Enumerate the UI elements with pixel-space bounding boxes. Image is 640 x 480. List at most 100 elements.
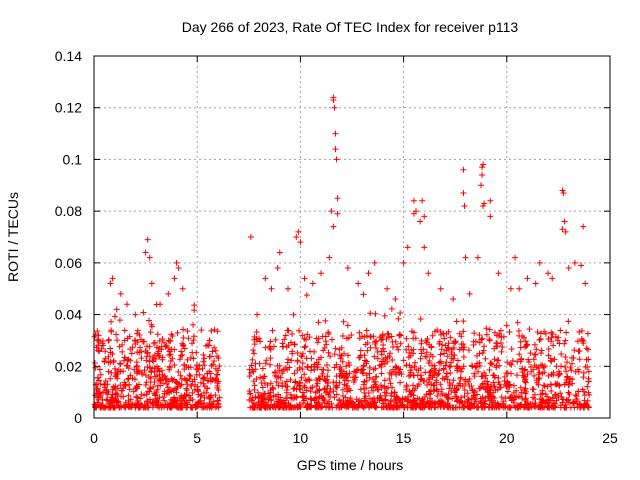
data-point xyxy=(286,364,293,371)
data-point xyxy=(122,381,129,388)
data-point xyxy=(523,342,530,349)
data-point xyxy=(511,402,518,409)
data-point xyxy=(295,228,302,235)
data-point xyxy=(181,345,188,352)
data-point xyxy=(548,382,555,389)
data-point xyxy=(311,363,318,370)
data-point xyxy=(191,333,198,340)
data-point xyxy=(507,404,514,411)
data-point xyxy=(524,341,531,348)
data-point xyxy=(178,376,185,383)
data-point xyxy=(494,340,501,347)
data-point xyxy=(283,404,290,411)
data-point xyxy=(531,351,538,358)
data-point xyxy=(464,398,471,405)
data-point xyxy=(190,321,197,328)
data-point xyxy=(550,369,557,376)
data-point xyxy=(311,348,318,355)
data-point xyxy=(426,357,433,364)
data-point xyxy=(369,398,376,405)
data-point xyxy=(333,156,340,163)
data-point xyxy=(259,365,266,372)
data-point xyxy=(180,334,187,341)
data-point xyxy=(133,384,140,391)
data-point xyxy=(483,325,490,332)
data-point xyxy=(392,296,399,303)
data-point xyxy=(134,397,141,404)
data-point xyxy=(553,397,560,404)
data-point xyxy=(557,390,564,397)
data-point xyxy=(137,344,144,351)
data-point xyxy=(461,393,468,400)
data-point xyxy=(565,318,572,325)
data-point xyxy=(367,344,374,351)
data-point xyxy=(366,364,373,371)
data-point xyxy=(394,394,401,401)
data-point xyxy=(410,392,417,399)
data-point xyxy=(173,386,180,393)
y-tick-label: 0 xyxy=(74,410,82,426)
data-point xyxy=(256,393,263,400)
data-point xyxy=(324,382,331,389)
data-point xyxy=(315,399,322,406)
data-point xyxy=(207,378,214,385)
data-point xyxy=(503,322,510,329)
data-point xyxy=(304,363,311,370)
data-point xyxy=(142,249,149,256)
data-point xyxy=(472,364,479,371)
data-point xyxy=(536,375,543,382)
data-point xyxy=(282,382,289,389)
data-point xyxy=(530,366,537,373)
data-point xyxy=(166,352,173,359)
data-point xyxy=(495,374,502,381)
data-point xyxy=(460,190,467,197)
data-point xyxy=(500,398,507,405)
data-point xyxy=(357,354,364,361)
data-point xyxy=(118,393,125,400)
data-point xyxy=(585,368,592,375)
data-point xyxy=(94,401,101,408)
data-point xyxy=(495,357,502,364)
data-point xyxy=(372,339,379,346)
data-point xyxy=(343,374,350,381)
data-point xyxy=(548,334,555,341)
data-point xyxy=(187,354,194,361)
data-point xyxy=(250,378,257,385)
data-point xyxy=(334,195,341,202)
data-point xyxy=(123,362,130,369)
data-point xyxy=(109,275,116,282)
data-point xyxy=(361,334,368,341)
data-point xyxy=(175,265,182,272)
data-point xyxy=(461,386,468,393)
data-point xyxy=(331,394,338,401)
data-point xyxy=(381,377,388,384)
data-point xyxy=(177,372,184,379)
data-point xyxy=(291,385,298,392)
x-tick-label: 25 xyxy=(602,430,618,446)
data-point xyxy=(166,404,173,411)
data-point xyxy=(493,362,500,369)
data-point xyxy=(191,376,198,383)
data-point xyxy=(326,403,333,410)
data-point xyxy=(516,393,523,400)
data-point xyxy=(423,349,430,356)
data-point xyxy=(447,404,454,411)
data-point xyxy=(168,375,175,382)
data-point xyxy=(418,340,425,347)
data-point xyxy=(472,396,479,403)
data-point xyxy=(194,383,201,390)
data-point xyxy=(449,382,456,389)
data-point xyxy=(200,389,207,396)
grid-layer xyxy=(94,56,610,418)
data-point xyxy=(484,378,491,385)
data-point xyxy=(328,336,335,343)
data-point xyxy=(535,381,542,388)
data-point xyxy=(480,380,487,387)
data-point xyxy=(318,270,325,277)
data-point xyxy=(562,353,569,360)
data-point xyxy=(154,331,161,338)
data-point xyxy=(562,363,569,370)
data-point xyxy=(495,270,502,277)
data-point xyxy=(113,398,120,405)
data-point xyxy=(344,265,351,272)
